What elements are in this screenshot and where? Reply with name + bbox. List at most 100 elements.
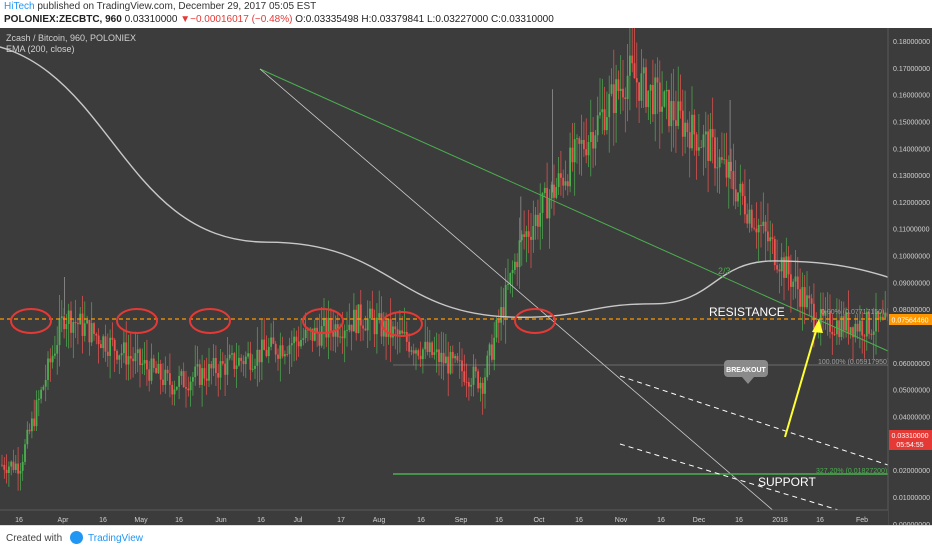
candle-body xyxy=(60,316,63,319)
candle-body xyxy=(665,89,668,92)
candle-body xyxy=(737,192,739,202)
candle-body xyxy=(727,161,730,178)
candle-body xyxy=(100,344,102,349)
candle-body xyxy=(681,110,684,137)
candle-body xyxy=(320,326,323,346)
candle-body xyxy=(465,381,468,383)
channel-bottom-dashed xyxy=(619,443,889,525)
candle-body xyxy=(470,384,473,387)
y-tick-label: 0.01000000 xyxy=(893,495,930,502)
candle-body xyxy=(481,382,484,394)
resistance-touch-circle xyxy=(116,308,158,334)
candle-body xyxy=(8,466,10,474)
candle-body xyxy=(366,318,369,331)
candle-body xyxy=(449,351,452,374)
candle-body xyxy=(523,234,525,237)
candle-body xyxy=(166,369,169,374)
candle-body xyxy=(318,333,321,346)
candle-body xyxy=(663,91,666,107)
candle-body xyxy=(785,256,788,278)
resistance-label: RESISTANCE xyxy=(709,305,785,319)
candle-body xyxy=(760,224,762,227)
y-tick-label: 0.14000000 xyxy=(893,146,930,153)
x-tick-label: 16 xyxy=(417,517,425,524)
candle-body xyxy=(479,382,482,389)
candle-body xyxy=(879,316,882,320)
last-price-badge xyxy=(889,430,932,450)
candle-body xyxy=(624,97,627,100)
resistance-price-badge xyxy=(889,314,932,325)
candle-body xyxy=(256,349,259,366)
candle-body xyxy=(594,135,597,149)
ema-layer xyxy=(0,46,932,318)
candle-body xyxy=(336,324,339,338)
candle-body xyxy=(477,371,479,389)
candle-body xyxy=(589,131,592,143)
candle-body xyxy=(118,355,121,360)
candle-body xyxy=(716,167,719,169)
candle-body xyxy=(882,316,884,319)
candle-body xyxy=(435,349,438,353)
candle-body xyxy=(408,341,410,352)
candle-body xyxy=(249,353,252,370)
candle-body xyxy=(169,373,171,385)
last-value: 0.03310000 xyxy=(124,14,178,25)
trend-ratio-label: 2/3 xyxy=(718,266,731,276)
candle-body xyxy=(599,112,601,116)
candle-body xyxy=(865,311,868,337)
candle-body xyxy=(608,93,611,118)
candle-body xyxy=(171,384,174,395)
x-tick-label: Apr xyxy=(58,517,70,524)
candle-body xyxy=(640,73,643,101)
candle-body xyxy=(297,341,300,347)
candle-body xyxy=(658,82,661,112)
candle-body xyxy=(180,371,183,376)
x-tick-label: 16 xyxy=(657,517,665,524)
chart-canvas[interactable]: RESISTANCE SUPPORT 2/3 0.00% (0.07717150) 10… xyxy=(0,28,932,525)
candle-body xyxy=(231,353,233,355)
candle-body xyxy=(675,120,677,126)
ema-title: EMA (200, close) xyxy=(6,44,75,54)
candle-body xyxy=(12,461,15,470)
publish-line: HiTech published on TradingView.com, Dec… xyxy=(4,1,316,12)
candle-body xyxy=(520,234,523,241)
candle-body xyxy=(74,322,77,324)
candle-body xyxy=(182,371,185,388)
candle-body xyxy=(790,274,792,287)
candle-body xyxy=(26,429,29,445)
candle-body xyxy=(5,469,8,474)
x-tick-label: Jul xyxy=(294,517,303,524)
y-tick-label: 0.11000000 xyxy=(893,227,930,234)
channel-top-dashed xyxy=(619,375,889,466)
resistance-touch-circle xyxy=(381,311,423,337)
candle-body xyxy=(10,461,13,467)
candle-body xyxy=(90,323,93,343)
candle-body xyxy=(861,320,864,336)
chart-footer: Created with TradingView xyxy=(0,525,932,550)
y-tick-label: 0.16000000 xyxy=(893,93,930,100)
candle-body xyxy=(698,147,700,151)
x-tick-label: Sep xyxy=(455,517,468,524)
breakout-label: BREAKOUT xyxy=(726,367,766,374)
candle-body xyxy=(364,328,367,331)
tradingview-brand-link[interactable]: TradingView xyxy=(88,533,144,544)
candle-body xyxy=(504,284,507,318)
candle-body xyxy=(219,361,222,378)
candle-body xyxy=(159,363,162,380)
symbol-line: POLONIEX:ZECBTC, 960 0.03310000 ▼−0.0001… xyxy=(4,14,554,25)
candle-body xyxy=(97,335,100,345)
candle-body xyxy=(155,367,157,374)
candle-body xyxy=(284,354,286,357)
price-chart[interactable]: RESISTANCE SUPPORT 2/3 0.00% (0.07717150) 10… xyxy=(0,28,932,525)
candle-body xyxy=(836,320,838,335)
candle-body xyxy=(863,335,866,337)
candle-body xyxy=(348,324,351,330)
time-axis-bg xyxy=(0,510,888,525)
author-link[interactable]: HiTech xyxy=(4,1,35,12)
candle-body xyxy=(684,122,686,137)
candle-body xyxy=(631,55,634,64)
candle-body xyxy=(596,115,599,136)
candle-body xyxy=(136,349,139,354)
candle-body xyxy=(670,101,673,127)
